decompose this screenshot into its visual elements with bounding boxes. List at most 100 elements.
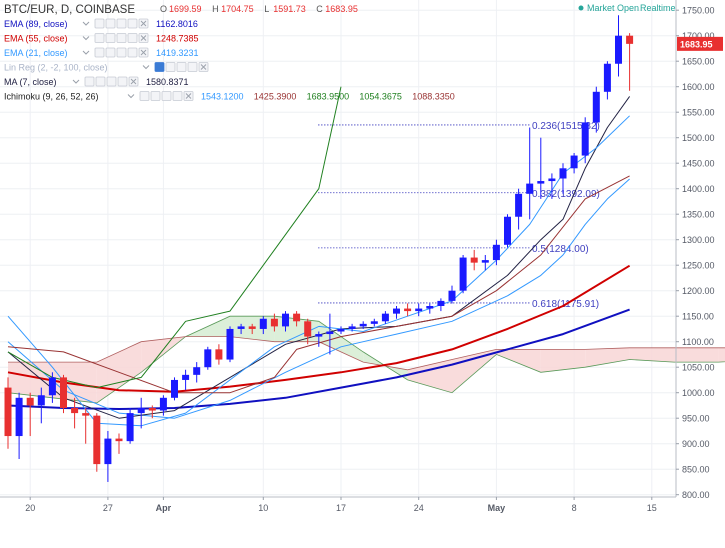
chevron-down-icon[interactable] [82,21,90,26]
candle-body[interactable] [337,328,345,332]
settings-icon[interactable] [127,47,138,58]
eye-icon[interactable] [84,76,95,87]
candle-body[interactable] [115,438,123,442]
candle-body[interactable] [626,35,634,44]
axes[interactable]: 800.00 850.00 900.00 950.00 1000.00 1050.00 11… [0,0,723,513]
candle-body[interactable] [37,395,45,406]
legend-row-ma[interactable]: MA (7, close) 1580.8371 [4,76,189,87]
eye-icon[interactable] [139,91,150,101]
candle-body[interactable] [137,408,145,414]
chevron-down-icon[interactable] [142,65,150,70]
chevron-down-icon[interactable] [127,94,135,99]
candle-body[interactable] [304,321,312,337]
candle-body[interactable] [15,397,23,437]
candle-body[interactable] [326,331,334,335]
last-price-marker[interactable] [677,36,723,51]
candle-body[interactable] [404,308,412,312]
cloud-segment [674,347,719,363]
candle-body[interactable] [359,323,367,327]
legend-row-ema[interactable]: EMA (55, close) 1248.7385 [4,33,199,44]
candle-body[interactable] [193,367,201,375]
candle-body[interactable] [415,308,423,312]
settings-icon[interactable] [106,76,117,87]
candle-body[interactable] [48,377,56,396]
candle-body[interactable] [526,183,534,194]
candle-body[interactable] [204,349,212,368]
candle-body[interactable] [215,349,223,360]
eye-icon[interactable] [154,62,165,72]
legend-row-ema[interactable]: EMA (89, close) 1162.8016 [4,18,198,29]
candle-body[interactable] [470,257,478,263]
candle-body[interactable] [82,413,90,416]
candle-body[interactable] [259,318,267,329]
candle-body[interactable] [104,438,112,465]
candle-body[interactable] [26,397,34,406]
candle-body[interactable] [603,63,611,92]
candle-body[interactable] [426,306,434,309]
candles [4,15,634,482]
symbol-title[interactable]: BTC/EUR, D, COINBASE [4,4,135,16]
candle-body[interactable] [504,216,511,245]
settings-icon[interactable] [116,18,127,29]
settings-icon[interactable] [187,62,198,72]
candle-body[interactable] [592,91,600,123]
legend-value: 1248.7385 [156,34,199,44]
eye-icon[interactable] [94,18,105,29]
candle-body[interactable] [437,300,445,306]
candle-body[interactable] [481,260,489,263]
candle-body[interactable] [71,408,79,414]
candle-body[interactable] [248,326,256,329]
settings-icon[interactable] [127,33,138,43]
candle-body[interactable] [126,413,134,442]
settings-icon[interactable] [161,91,172,101]
settings-icon[interactable] [150,91,161,101]
legend-row-lin[interactable]: Lin Reg (2, -2, 100, close) [4,62,209,73]
candle-body[interactable] [548,178,556,182]
candle-body[interactable] [60,377,67,408]
settings-icon[interactable] [176,62,187,72]
settings-icon[interactable] [105,18,116,29]
candle-body[interactable] [159,397,167,411]
settings-icon[interactable] [116,47,127,58]
candle-body[interactable] [293,313,301,322]
settings-icon[interactable] [172,91,183,101]
legend-row-ema[interactable]: EMA (21, close) 1419.3231 [4,47,199,58]
settings-icon[interactable] [105,33,116,43]
candle-body[interactable] [315,334,323,337]
settings-icon[interactable] [165,62,176,72]
candle-body[interactable] [93,415,101,465]
candle-body[interactable] [237,326,245,329]
candle-body[interactable] [348,326,356,329]
settings-icon[interactable] [117,76,128,87]
candle-body[interactable] [171,379,178,398]
chevron-down-icon[interactable] [72,79,80,84]
candle-body[interactable] [581,122,589,156]
candle-body[interactable] [270,318,278,327]
candle-body[interactable] [570,155,578,169]
candle-body[interactable] [515,193,523,217]
candle-body[interactable] [4,387,12,437]
candle-body[interactable] [370,321,378,324]
candle-body[interactable] [226,328,234,360]
candle-body[interactable] [615,35,622,64]
legend-row-ichimoku[interactable]: Ichimoku (9, 26, 52, 26) 1543.1200 1425.39… [4,91,455,102]
eye-icon[interactable] [94,47,105,58]
settings-icon[interactable] [95,76,106,87]
chevron-down-icon[interactable] [82,50,90,55]
candle-body[interactable] [381,313,389,322]
candle-body[interactable] [393,308,400,314]
candle-body[interactable] [282,313,289,327]
price-tick-label: 1000.00 [682,388,715,398]
settings-icon[interactable] [105,47,116,58]
candle-body[interactable] [148,408,156,411]
candle-body[interactable] [448,290,456,301]
candle-body[interactable] [537,181,545,184]
settings-icon[interactable] [127,18,138,29]
candle-body[interactable] [559,168,567,179]
settings-icon[interactable] [116,33,127,43]
chevron-down-icon[interactable] [82,36,90,41]
eye-icon[interactable] [94,33,105,43]
candle-body[interactable] [459,257,467,291]
candle-body[interactable] [492,244,500,261]
candle-body[interactable] [182,374,190,380]
